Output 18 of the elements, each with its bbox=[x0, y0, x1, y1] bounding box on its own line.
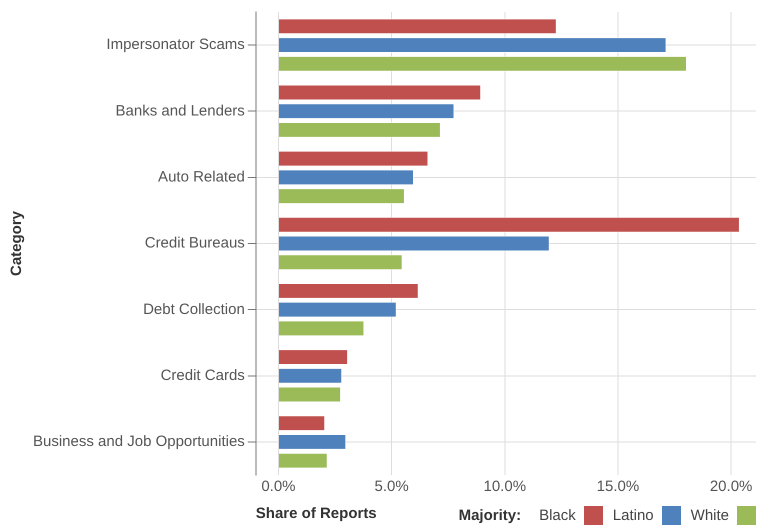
legend-title: Majority: bbox=[458, 507, 522, 524]
legend-label: Latino bbox=[612, 507, 654, 524]
y-tick-label: Credit Cards bbox=[160, 366, 245, 384]
y-tick-label: Impersonator Scams bbox=[106, 36, 245, 54]
x-tick-label: 10.0% bbox=[483, 478, 526, 496]
legend-label: White bbox=[690, 507, 729, 524]
y-tick-label: Debt Collection bbox=[143, 300, 245, 318]
y-axis-title: Category bbox=[8, 210, 26, 276]
y-tick-label: Banks and Lenders bbox=[116, 102, 245, 120]
x-tick-label: 0.0% bbox=[261, 478, 296, 496]
y-tick-label: Credit Bureaus bbox=[144, 234, 245, 252]
x-axis-title: Share of Reports bbox=[256, 505, 377, 522]
x-tick-label: 20.0% bbox=[710, 478, 752, 496]
x-tick-label: 5.0% bbox=[374, 478, 409, 496]
y-tick-label: Business and Job Opportunities bbox=[33, 433, 245, 450]
legend-label: Black bbox=[539, 507, 576, 524]
x-tick-label: 15.0% bbox=[596, 478, 640, 496]
y-tick-label: Auto Related bbox=[158, 168, 245, 186]
